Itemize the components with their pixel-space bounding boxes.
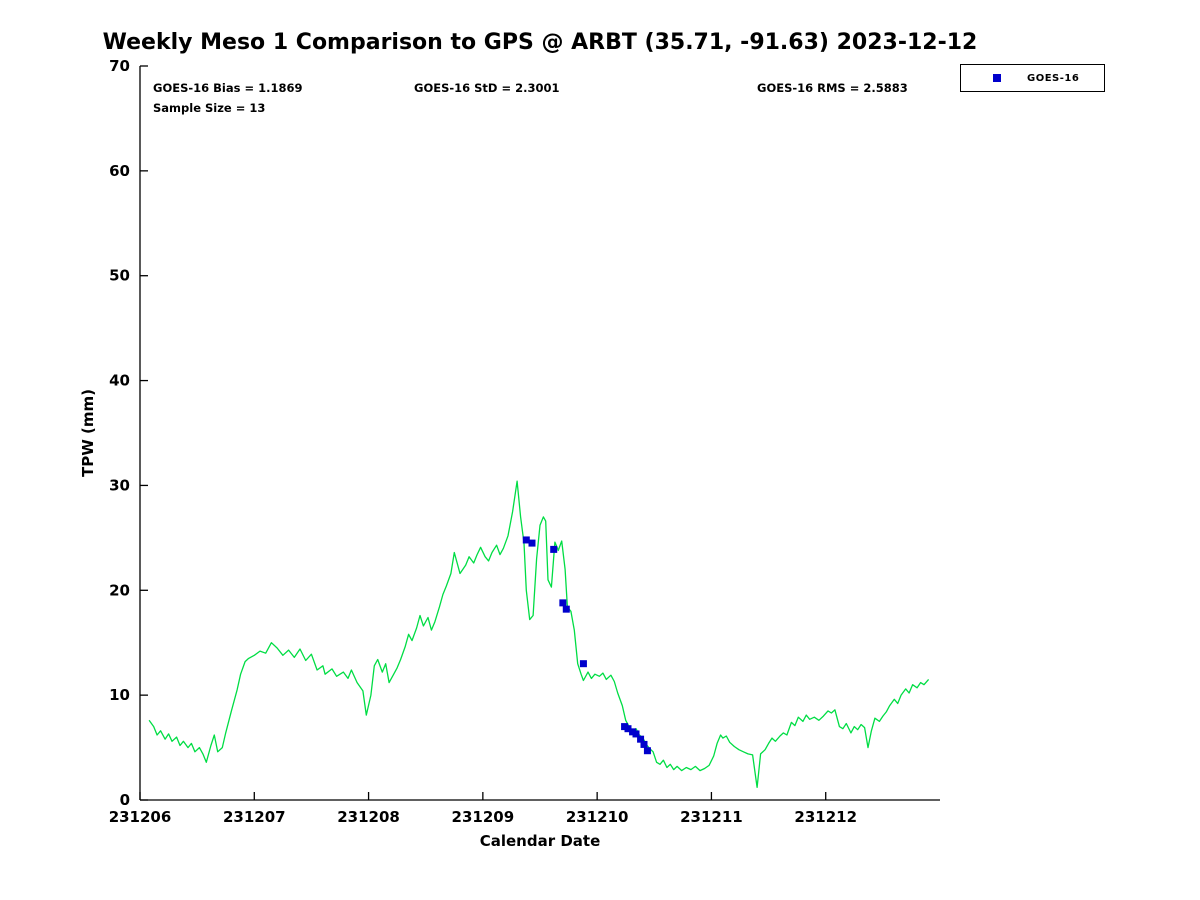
goes16-data-point (562, 605, 570, 613)
stat-bias: GOES-16 Bias = 1.1869 (153, 81, 303, 95)
gps-tpw-line (148, 480, 930, 789)
y-tick-label: 70 (109, 57, 130, 75)
x-tick-label: 231209 (452, 808, 515, 826)
goes16-data-point (632, 730, 640, 738)
y-tick-label: 0 (120, 791, 130, 809)
x-tick-label: 231206 (109, 808, 172, 826)
x-tick-label: 231210 (566, 808, 629, 826)
y-tick-label: 50 (109, 267, 130, 285)
stat-std: GOES-16 StD = 2.3001 (414, 81, 560, 95)
goes16-data-point (640, 740, 648, 748)
goes16-data-point (579, 660, 587, 668)
x-axis-label: Calendar Date (479, 832, 601, 850)
stat-sample-size: Sample Size = 13 (153, 101, 266, 115)
legend-box: GOES-16 (960, 64, 1105, 92)
x-tick-label: 231207 (223, 808, 286, 826)
x-tick-label: 231212 (794, 808, 857, 826)
y-tick-label: 10 (109, 686, 130, 704)
goes16-data-point (624, 725, 632, 733)
y-tick-label: 60 (109, 162, 130, 180)
goes16-data-point (522, 536, 530, 544)
y-tick-label: 20 (109, 581, 130, 599)
legend-label-goes16: GOES-16 (1027, 72, 1080, 84)
chart-title: Weekly Meso 1 Comparison to GPS @ ARBT (… (102, 30, 978, 55)
x-tick-label: 231208 (337, 808, 400, 826)
goes16-data-point (637, 735, 645, 743)
goes16-legend-marker-icon (993, 74, 1001, 82)
goes16-data-point (559, 599, 567, 607)
x-tick-label: 231211 (680, 808, 743, 826)
y-tick-label: 30 (109, 476, 130, 494)
y-tick-label: 40 (109, 372, 130, 390)
goes16-data-point (528, 539, 536, 547)
stat-rms: GOES-16 RMS = 2.5883 (757, 81, 908, 95)
goes16-data-point (643, 747, 651, 755)
goes16-data-point (550, 545, 558, 553)
